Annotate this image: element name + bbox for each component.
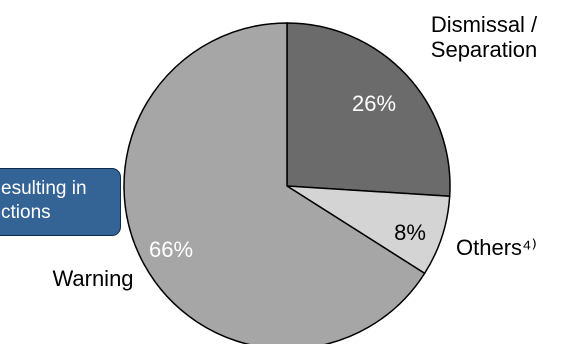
slice-value-label-2: 66% [149, 237, 193, 262]
pie-slice-2 [123, 22, 426, 344]
callout-box: esulting in ctions [0, 168, 121, 236]
slice-value-label-0: 26% [352, 91, 396, 116]
slice-category-label-2: Warning [52, 266, 133, 291]
pie-slice-0 [286, 22, 451, 198]
slice-category-label-1: Others⁴⁾ [456, 235, 537, 260]
slice-category-label-0: Dismissal / Separation [431, 12, 538, 62]
slice-value-label-1: 8% [394, 220, 426, 245]
